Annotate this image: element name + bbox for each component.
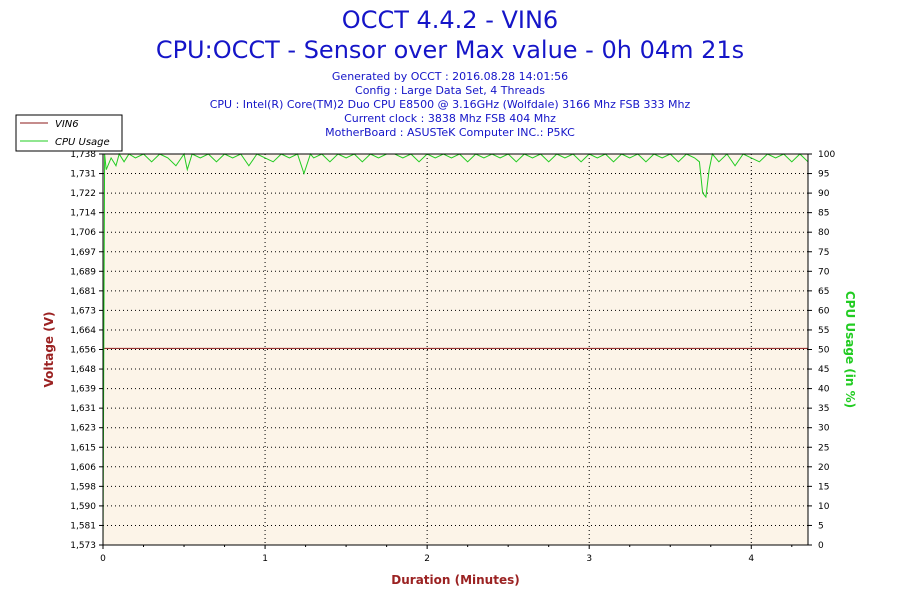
y-tick-label: 1,648 (70, 365, 96, 375)
y-tick-label: 1,606 (70, 463, 96, 473)
y-tick-label: 1,656 (70, 346, 96, 356)
info-motherboard: MotherBoard : ASUSTeK Computer INC.: P5K… (325, 126, 575, 139)
y2-tick-label: 65 (818, 287, 829, 297)
chart-title: OCCT 4.4.2 - VIN6 (341, 6, 559, 34)
legend: VIN6 CPU Usage (15, 114, 123, 152)
y2-tick-label: 30 (818, 424, 830, 434)
y2-tick-label: 80 (818, 228, 830, 238)
legend-box (15, 114, 123, 152)
y2-tick-label: 50 (818, 346, 830, 356)
info-clock: Current clock : 3838 Mhz FSB 404 Mhz (344, 112, 556, 125)
y2-tick-label: 95 (818, 170, 829, 180)
y-tick-label: 1,697 (70, 248, 96, 258)
y2-tick-label: 70 (818, 267, 830, 277)
y-tick-label: 1,738 (70, 150, 96, 160)
y2-tick-label: 100 (818, 150, 835, 160)
y2-tick-label: 85 (818, 209, 829, 219)
y2-tick-label: 0 (818, 541, 824, 551)
y-tick-label: 1,590 (70, 502, 96, 512)
legend-label-vin6: VIN6 (55, 119, 79, 130)
y-tick-label: 1,664 (70, 326, 96, 336)
y-tick-label: 1,573 (70, 541, 96, 551)
x-tick-label: 0 (100, 554, 106, 564)
x-tick-label: 3 (586, 554, 592, 564)
y-tick-label: 1,706 (70, 228, 96, 238)
grid-lines (103, 154, 808, 545)
y-tick-label: 1,731 (70, 170, 96, 180)
info-config: Config : Large Data Set, 4 Threads (355, 84, 545, 97)
y2-tick-label: 40 (818, 385, 830, 395)
y-tick-label: 1,631 (70, 404, 96, 414)
ticks-layer: 1,738 1,731 1,722 1,714 1,706 1,697 1,689 1,681… (70, 150, 835, 564)
x-tick-label: 1 (262, 554, 268, 564)
y2-tick-label: 45 (818, 365, 829, 375)
info-generated: Generated by OCCT : 2016.08.28 14:01:56 (331, 70, 569, 83)
legend-label-cpu-usage: CPU Usage (55, 137, 110, 148)
chart-subtitle: CPU:OCCT - Sensor over Max value - 0h 04… (155, 36, 745, 64)
x-tick-label: 2 (424, 554, 430, 564)
y2-tick-label: 55 (818, 326, 829, 336)
y2-tick-label: 75 (818, 248, 829, 258)
info-cpu: CPU : Intel(R) Core(TM)2 Duo CPU E8500 @… (209, 98, 691, 111)
y-tick-label: 1,615 (70, 443, 96, 453)
y-axis-title: Voltage (V) (42, 312, 56, 388)
y-tick-label: 1,581 (70, 521, 96, 531)
y-tick-label: 1,623 (70, 424, 96, 434)
y-tick-label: 1,639 (70, 385, 96, 395)
y2-tick-label: 15 (818, 482, 829, 492)
y-tick-label: 1,681 (70, 287, 96, 297)
y2-tick-label: 20 (818, 463, 830, 473)
x-tick-label: 4 (748, 554, 754, 564)
y2-tick-label: 60 (818, 306, 830, 316)
y-tick-label: 1,689 (70, 267, 96, 277)
y-tick-label: 1,722 (70, 189, 96, 199)
y2-tick-label: 90 (818, 189, 830, 199)
y-tick-label: 1,673 (70, 306, 96, 316)
y2-tick-label: 10 (818, 502, 830, 512)
y2-tick-label: 5 (818, 521, 824, 531)
y-tick-label: 1,598 (70, 482, 96, 492)
y-tick-label: 1,714 (70, 209, 96, 219)
y2-tick-label: 25 (818, 443, 829, 453)
x-axis-title: Duration (Minutes) (391, 573, 519, 587)
y2-axis-title: CPU Usage (in %) (843, 291, 857, 408)
y2-tick-label: 35 (818, 404, 829, 414)
